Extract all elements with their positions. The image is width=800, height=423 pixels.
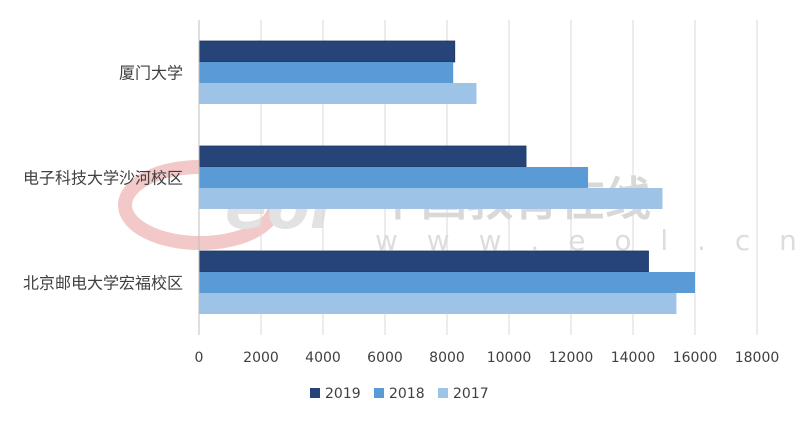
legend-swatch-2018 bbox=[374, 388, 384, 398]
category-label-1: 电子科技大学沙河校区 bbox=[23, 169, 183, 188]
legend-label-2017: 2017 bbox=[453, 386, 489, 402]
x-tick-label-2000: 2000 bbox=[243, 350, 279, 366]
x-tick-label-12000: 12000 bbox=[549, 350, 594, 366]
bar-2018-0 bbox=[199, 272, 695, 293]
legend-label-2018: 2018 bbox=[389, 386, 425, 402]
legend: 2019 2018 2017 bbox=[310, 386, 489, 402]
bar-2019-1 bbox=[198, 145, 527, 168]
bars bbox=[198, 40, 695, 314]
legend-swatch-2017 bbox=[438, 388, 448, 398]
x-tick-label-18000: 18000 bbox=[735, 350, 780, 366]
category-label-0: 北京邮电大学宏福校区 bbox=[23, 274, 183, 293]
bar-2017-2 bbox=[199, 83, 477, 104]
x-tick-label-14000: 14000 bbox=[611, 350, 656, 366]
bar-2019-2 bbox=[198, 40, 456, 63]
category-label-2: 厦门大学 bbox=[119, 64, 183, 83]
bar-2017-1 bbox=[199, 188, 663, 209]
legend-swatch-2019 bbox=[310, 388, 320, 398]
x-tick-label-6000: 6000 bbox=[367, 350, 403, 366]
bar-2018-1 bbox=[199, 167, 589, 188]
x-tick-label-16000: 16000 bbox=[673, 350, 718, 366]
x-tick-label-4000: 4000 bbox=[305, 350, 341, 366]
x-tick-label-0: 0 bbox=[195, 350, 204, 366]
bar-2019-0 bbox=[198, 250, 649, 273]
bar-2018-2 bbox=[199, 62, 454, 83]
axes: 0 2000 4000 6000 8000 10000 12000 14000 16000 180… bbox=[23, 20, 779, 366]
x-tick-label-10000: 10000 bbox=[487, 350, 532, 366]
x-tick-label-8000: 8000 bbox=[429, 350, 465, 366]
legend-label-2019: 2019 bbox=[325, 386, 361, 402]
bar-2017-0 bbox=[199, 293, 677, 314]
